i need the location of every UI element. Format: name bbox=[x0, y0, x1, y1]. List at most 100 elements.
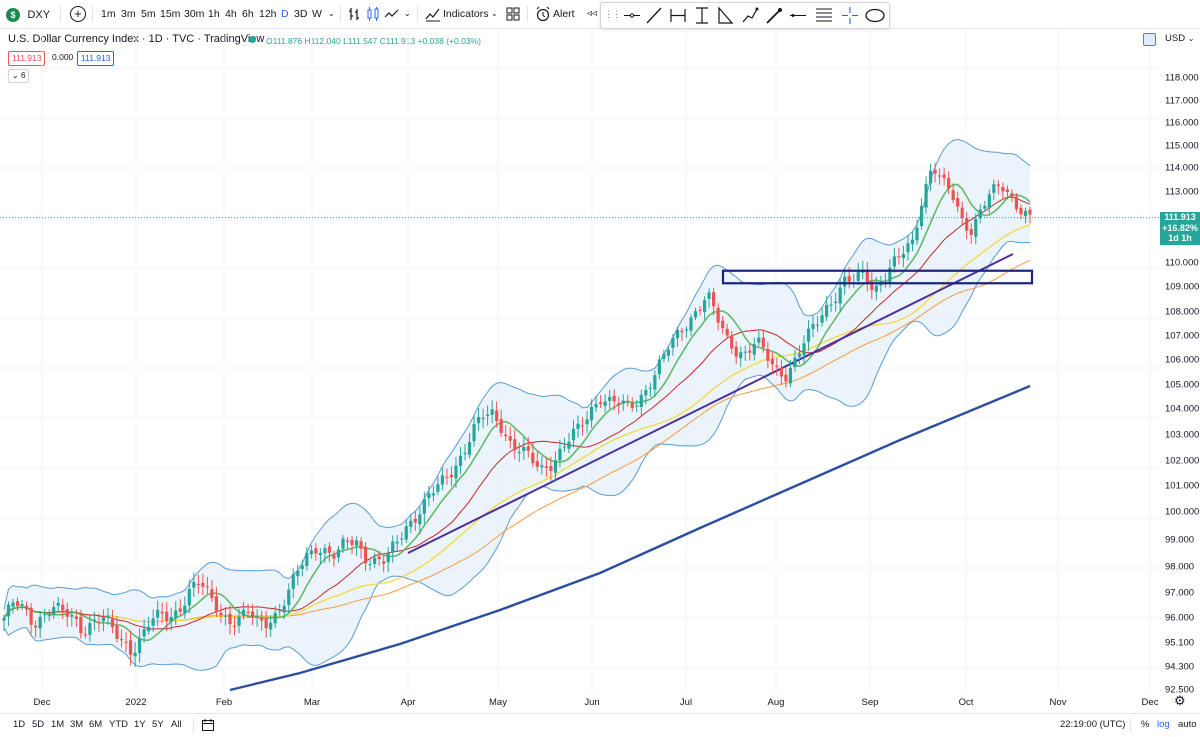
candle-body bbox=[142, 629, 146, 637]
currency-label: USD bbox=[1165, 33, 1186, 44]
projection-icon[interactable] bbox=[715, 3, 737, 28]
candle-body bbox=[214, 596, 219, 612]
candle-body bbox=[612, 395, 616, 402]
candle-body bbox=[205, 586, 209, 588]
replay-icon[interactable]: ◃◃ bbox=[587, 8, 598, 19]
price-axis-label: 105.000 bbox=[1165, 379, 1200, 391]
auto-scale-toggle[interactable]: auto bbox=[1178, 719, 1197, 730]
candle-body bbox=[1023, 210, 1028, 217]
currency-selector[interactable]: USD ⌄ bbox=[1165, 33, 1194, 44]
candle-body bbox=[702, 300, 707, 312]
candle-body bbox=[278, 610, 282, 612]
candle-body bbox=[449, 474, 454, 478]
range-YTD[interactable]: YTD bbox=[109, 719, 128, 730]
interval-4h[interactable]: 4h bbox=[225, 8, 237, 20]
interval-5m[interactable]: 5m bbox=[141, 8, 156, 20]
price-axis-label: 110.000 bbox=[1165, 257, 1199, 269]
candle-body bbox=[888, 267, 892, 284]
range-1Y[interactable]: 1Y bbox=[134, 719, 146, 730]
candle-body bbox=[260, 617, 264, 621]
indicators-icon[interactable] bbox=[425, 6, 441, 22]
brush-icon[interactable] bbox=[763, 3, 785, 28]
horizontal-ray-icon[interactable] bbox=[621, 3, 643, 28]
candle-body bbox=[223, 615, 228, 617]
range-5Y[interactable]: 5Y bbox=[152, 719, 164, 730]
trend-line-icon[interactable] bbox=[643, 3, 665, 28]
current-price-change: +16.82% bbox=[1162, 222, 1198, 233]
interval-D[interactable]: D bbox=[281, 8, 289, 20]
symbol-search[interactable]: $ DXY bbox=[6, 6, 50, 22]
candle-body bbox=[97, 621, 101, 623]
candle-body bbox=[666, 349, 671, 356]
interval-3D[interactable]: 3D bbox=[294, 8, 308, 20]
candle-body bbox=[653, 375, 657, 390]
range-All[interactable]: All bbox=[171, 719, 182, 730]
candle-body bbox=[829, 304, 833, 306]
date-range-icon[interactable] bbox=[691, 3, 713, 28]
candle-body bbox=[119, 639, 124, 641]
log-scale-toggle[interactable]: log bbox=[1157, 719, 1170, 730]
fib-retracement-icon[interactable] bbox=[813, 3, 835, 28]
candle-body bbox=[585, 419, 589, 425]
percent-scale-toggle[interactable]: % bbox=[1141, 719, 1150, 730]
interval-15m[interactable]: 15m bbox=[160, 8, 181, 20]
chart-settings-gear-icon[interactable]: ⚙ bbox=[1174, 693, 1186, 708]
range-5D[interactable]: 5D bbox=[32, 719, 45, 730]
interval-W[interactable]: W bbox=[312, 8, 322, 20]
indicators-dropdown-icon[interactable]: ⌄ bbox=[491, 9, 498, 18]
chart-type-dropdown-icon[interactable]: ⌄ bbox=[404, 9, 411, 18]
candle-body bbox=[300, 565, 304, 569]
candle-body bbox=[915, 227, 919, 241]
layout-grid-icon[interactable] bbox=[506, 7, 520, 21]
candle-body bbox=[960, 207, 964, 218]
indicators-button[interactable]: Indicators bbox=[443, 8, 489, 20]
interval-30m[interactable]: 30m bbox=[184, 8, 205, 20]
range-1M[interactable]: 1M bbox=[51, 719, 65, 730]
candle-body bbox=[589, 406, 594, 421]
crosshair-icon[interactable] bbox=[839, 3, 861, 28]
candles-style-icon[interactable] bbox=[366, 6, 380, 22]
drag-handle-icon[interactable]: ⋮⋮ bbox=[604, 9, 621, 19]
range-6M[interactable]: 6M bbox=[89, 719, 103, 730]
candle-body bbox=[38, 616, 42, 629]
price-axis-label: 94.300 bbox=[1165, 661, 1195, 673]
range-3M[interactable]: 3M bbox=[70, 719, 84, 730]
settings-square-icon[interactable] bbox=[1143, 33, 1156, 46]
interval-1m[interactable]: 1m bbox=[101, 8, 116, 20]
chart-pane[interactable] bbox=[0, 28, 1160, 693]
candle-body bbox=[870, 281, 874, 291]
candle-body bbox=[919, 205, 924, 227]
price-axis-label: 106.000 bbox=[1165, 354, 1200, 366]
candle-body bbox=[897, 256, 901, 258]
interval-6h[interactable]: 6h bbox=[242, 8, 254, 20]
candle-body bbox=[151, 618, 155, 626]
line-style-icon[interactable] bbox=[384, 6, 400, 22]
price-range-icon[interactable] bbox=[667, 3, 689, 28]
ellipse-icon[interactable] bbox=[863, 3, 885, 28]
price-axis-label: 117.000 bbox=[1165, 95, 1199, 106]
interval-dropdown-icon[interactable]: ⌄ bbox=[328, 9, 335, 18]
range-1D[interactable]: 1D bbox=[13, 719, 26, 730]
interval-1h[interactable]: 1h bbox=[208, 8, 220, 20]
candle-body bbox=[6, 604, 11, 617]
candle-body bbox=[531, 452, 535, 464]
candle-body bbox=[400, 538, 404, 540]
interval-12h[interactable]: 12h bbox=[259, 8, 277, 20]
candle-body bbox=[490, 409, 494, 415]
indicators-collapse-toggle[interactable]: ⌄ 6 bbox=[8, 69, 30, 83]
path-icon[interactable] bbox=[739, 3, 761, 28]
candle-body bbox=[454, 465, 458, 479]
buy-price-badge[interactable]: 111.913 bbox=[77, 51, 115, 66]
interval-3m[interactable]: 3m bbox=[121, 8, 136, 20]
alert-clock-icon[interactable] bbox=[535, 6, 551, 22]
price-chart[interactable] bbox=[0, 28, 1160, 693]
candle-body bbox=[341, 538, 345, 549]
bar-style-icon[interactable] bbox=[347, 6, 361, 22]
go-to-date-icon[interactable] bbox=[201, 718, 215, 732]
sell-price-badge[interactable]: 111.913 bbox=[8, 51, 46, 66]
alert-button[interactable]: Alert bbox=[553, 8, 575, 20]
compare-add-icon[interactable]: + bbox=[70, 6, 86, 22]
indicator-count: 6 bbox=[20, 71, 26, 80]
horizontal-line-icon[interactable] bbox=[787, 3, 809, 28]
utc-clock[interactable]: 22:19:00 (UTC) bbox=[1060, 719, 1126, 730]
